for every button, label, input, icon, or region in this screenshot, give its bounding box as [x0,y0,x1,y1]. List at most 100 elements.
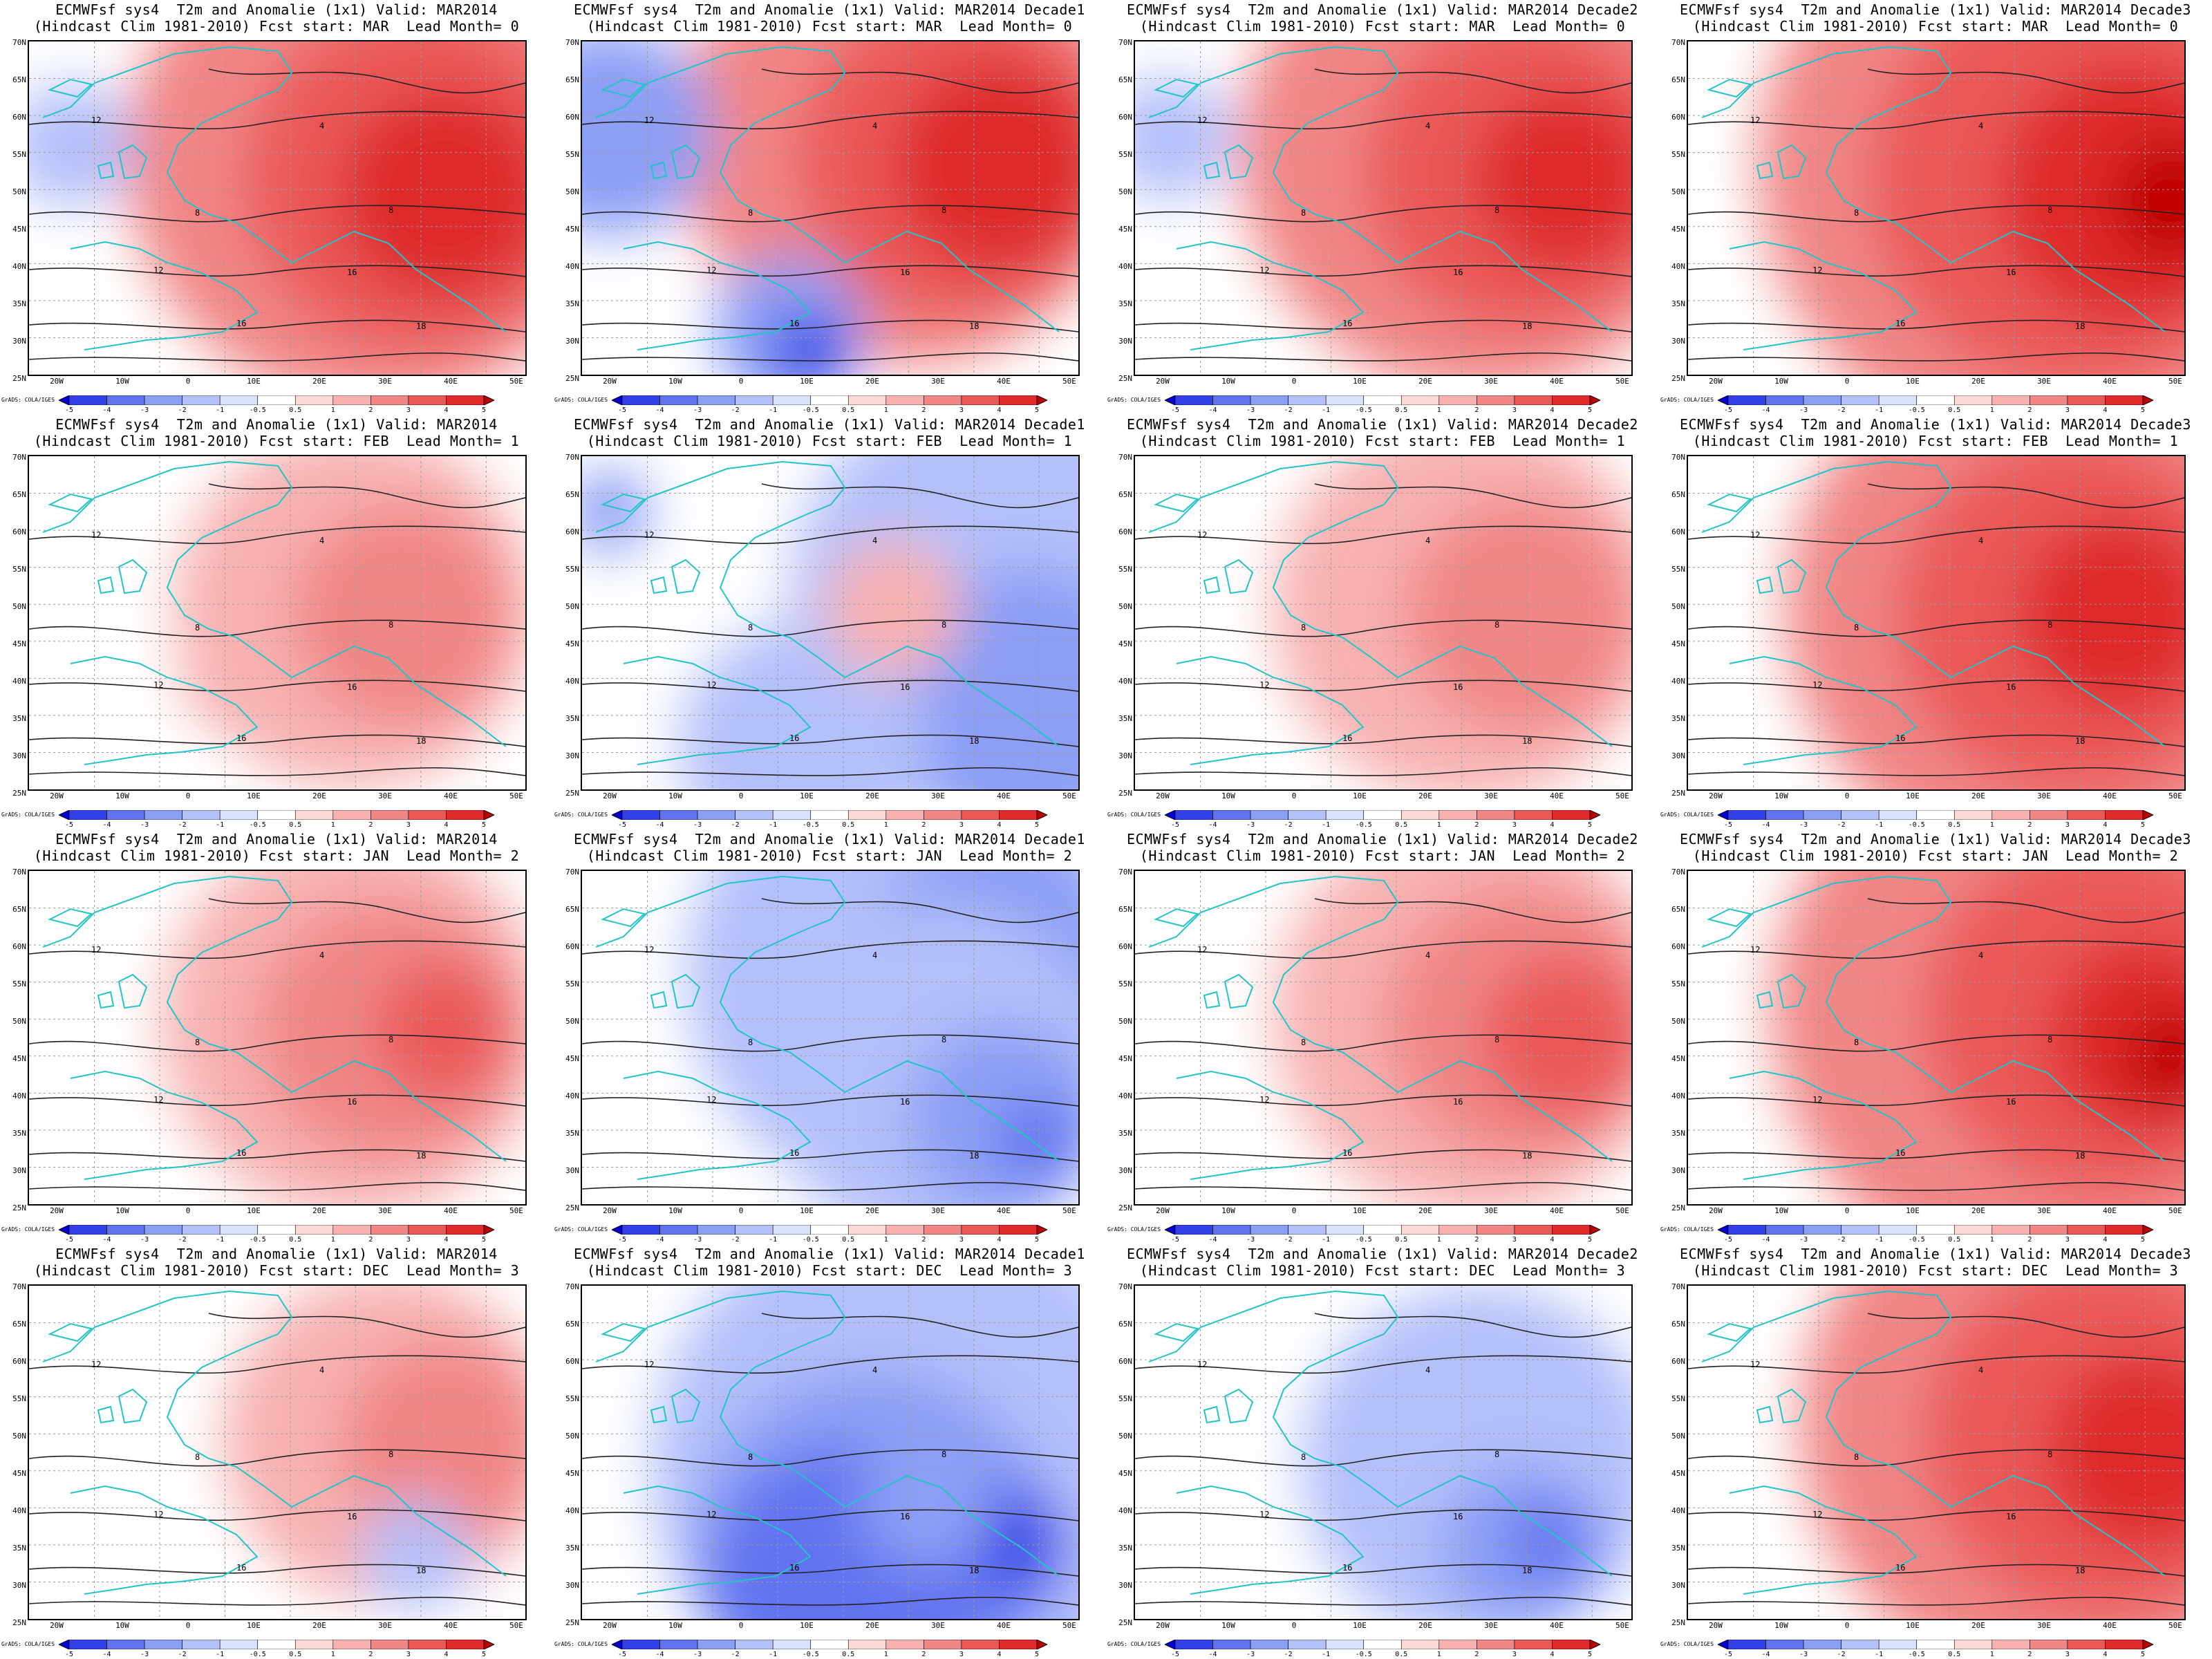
colorbar-swatch [2030,1225,2068,1235]
contour-label: 12 [1259,265,1269,275]
colorbar-swatch [1953,395,1993,405]
longitude-label: 30E [1484,377,1498,386]
contour-label: 16 [789,1148,799,1158]
map-panel: ECMWFsf sys4 T2m and Anomalie (1x1) Vali… [1659,0,2212,415]
latitude-label: 70N [12,38,26,47]
colorbar-swatch [1916,395,1955,405]
contour-label: 16 [1895,1563,1905,1573]
panel-title: ECMWFsf sys4 T2m and Anomalie (1x1) Vali… [1680,1246,2191,1279]
longitude-label: 20E [312,1206,326,1215]
colorbar-label: -0.5 [249,1236,266,1244]
latitude-label: 35N [1118,1129,1132,1138]
longitude-label: 20W [603,1206,617,1215]
latitude-label: 30N [12,751,26,760]
longitude-label: 10E [800,1621,814,1630]
colorbar-swatch [1288,810,1327,820]
longitude-label: 10E [800,377,814,386]
colorbar-label: -1 [1875,821,1884,829]
latitude-label: 70N [565,868,579,877]
colorbar-swatch [885,1225,924,1235]
colorbar-label: 3 [2065,1236,2070,1244]
longitude-label: 10W [1221,791,1235,800]
longitude-label: 20E [1971,791,1985,800]
colorbar-swatch [1803,810,1841,820]
temperature-contour [29,1034,525,1052]
map-frame: 12 4 8 8 12 16 16 18 [581,870,1080,1206]
longitude-label: 40E [444,1206,458,1215]
map-frame: 12 4 8 8 12 16 16 18 [581,455,1080,791]
longitude-label: 40E [2103,1206,2117,1215]
temperature-contour [761,483,1078,509]
coastline [1148,875,1613,1180]
colorbar-swatch [446,810,485,820]
colorbar-swatch [332,1640,371,1649]
colorbar-swatch [2030,395,2068,405]
colorbar-swatch [1250,1640,1288,1649]
contour-label: 16 [347,268,357,277]
colorbar-label: 3 [2065,406,2070,414]
colorbar-swatch [621,810,660,820]
colorbar-swatch [1916,1640,1955,1649]
colorbar-swatch [1718,395,1729,405]
colorbar-label: 1 [1436,1236,1441,1244]
contour-label: 12 [644,945,654,955]
contour-label: 16 [789,733,799,743]
colorbar-swatch [1727,395,1766,405]
latitude-label: 30N [565,1581,579,1590]
contour-label: 12 [1750,945,1760,955]
colorbar-label: 5 [2140,1651,2146,1658]
colorbar-swatch [1363,810,1402,820]
colorbar-label: 3 [959,1651,964,1658]
colorbar-label: 1 [1989,1236,1994,1244]
colorbar-label: -0.5 [249,406,266,414]
colorbar-label: -4 [1761,406,1770,414]
colorbar-label: -3 [1246,406,1255,414]
colorbar-swatch [219,810,259,820]
longitude-label: 10W [668,1206,682,1215]
latitude-label: 60N [565,113,579,122]
grads-credit: GrADS: COLA/IGES [554,1641,608,1647]
temperature-contour [761,898,1078,924]
temperature-contour [29,1509,525,1521]
latitude-label: 50N [1671,1017,1685,1026]
longitude-label: 30E [2037,1206,2051,1215]
colorbar-label: -4 [1761,1651,1770,1658]
colorbar-label: -5 [617,1651,627,1658]
longitude-label: 10W [115,791,129,800]
colorbar-swatch [1841,1640,1880,1649]
contour-label: 8 [2047,620,2052,630]
colorbar-label: -5 [64,406,74,414]
colorbar-label: -1 [1322,406,1331,414]
panel-title: ECMWFsf sys4 T2m and Anomalie (1x1) Vali… [574,416,1085,449]
contour-label: 12 [1197,1360,1207,1369]
latitude-label: 45N [1671,1054,1685,1063]
temperature-contour [1135,205,1631,223]
contour-label: 16 [347,682,357,692]
grads-credit: GrADS: COLA/IGES [1107,397,1161,403]
colorbar-label: -5 [64,1651,74,1658]
contour-label: 8 [1494,205,1499,215]
panel-title: ECMWFsf sys4 T2m and Anomalie (1x1) Vali… [1680,831,2191,864]
colorbar-swatch [1991,810,2030,820]
colorbar-swatch [2142,1640,2153,1649]
contour-label: 12 [153,1510,163,1519]
temperature-contour [29,1355,525,1374]
latitude-label: 35N [12,299,26,308]
longitude-label: 30E [2037,791,2051,800]
colorbar-label: 0.5 [842,821,855,829]
latitude-label: 60N [1671,113,1685,122]
latitude-label: 55N [1671,980,1685,988]
contour-label: 16 [789,319,799,328]
colorbar-label: -1 [769,406,778,414]
latitude-label: 50N [1671,187,1685,196]
latitude-label: 45N [12,1469,26,1478]
longitude-label: 0 [1291,1206,1297,1215]
contour-label: 16 [236,1563,246,1573]
colorbar-label: 3 [1512,1236,1517,1244]
colorbar-label: 5 [481,1651,487,1658]
temperature-contour [29,940,525,959]
colorbar-label: 0.5 [1948,1236,1961,1244]
latitude-label: 50N [565,602,579,611]
temperature-contour [582,525,1078,545]
latitude-label: 70N [1118,868,1132,877]
